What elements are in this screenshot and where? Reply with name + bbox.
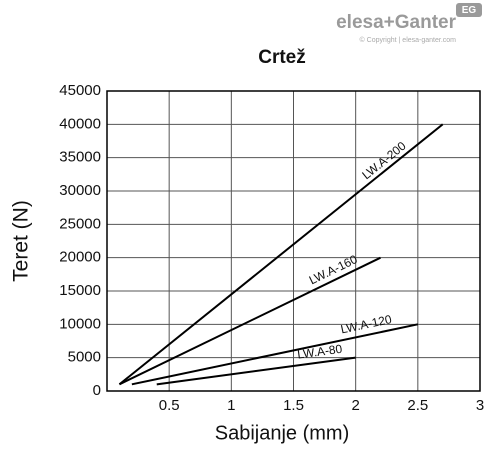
chart-title: Crtež (258, 47, 306, 68)
x-tick-label: 2 (351, 397, 359, 414)
y-tick-label: 25000 (59, 215, 101, 232)
x-tick-label: 1.5 (283, 397, 304, 414)
logo-copyright: © Copyright | elesa-ganter.com (360, 36, 457, 44)
logo-badge-bg (456, 3, 482, 17)
plot-frame (106, 90, 481, 392)
logo-badge: EG (462, 5, 477, 16)
x-tick-label: 2.5 (407, 397, 428, 414)
y-tick-label: 15000 (59, 282, 101, 299)
x-axis-label: Sabijanje (mm) (215, 422, 349, 444)
logo-brand: elesa+Ganter (336, 12, 456, 33)
line-label: LW.A-200 (359, 139, 408, 183)
data-line (118, 123, 444, 386)
y-tick-label: 45000 (59, 82, 101, 99)
data-line (131, 323, 419, 386)
y-tick-label: 30000 (59, 182, 101, 199)
line-label: LW.A-80 (296, 342, 343, 362)
y-tick-label: 5000 (68, 349, 101, 366)
y-tick-label: 20000 (59, 249, 101, 266)
y-tick-label: 0 (93, 382, 101, 399)
y-tick-label: 10000 (59, 315, 101, 332)
y-tick-label: 35000 (59, 149, 101, 166)
x-tick-label: 1 (227, 397, 235, 414)
x-tick-label: 3 (476, 397, 484, 414)
line-label: LW.A-120 (339, 312, 393, 336)
x-tick-label: 0.5 (159, 397, 180, 414)
y-tick-label: 40000 (59, 115, 101, 132)
y-axis-label: Teret (N) (10, 200, 33, 282)
data-line (156, 356, 356, 386)
data-line (118, 256, 381, 386)
